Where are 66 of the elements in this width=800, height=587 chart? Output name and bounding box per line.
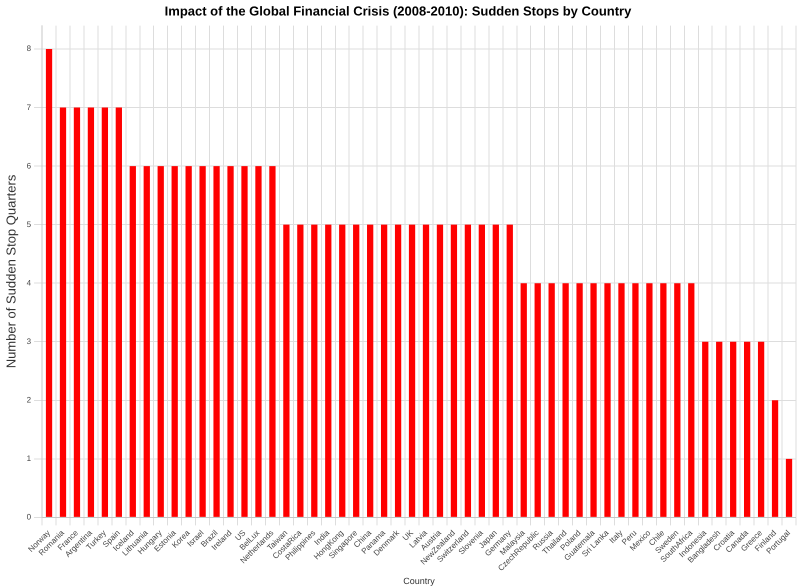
bar <box>325 224 332 517</box>
bar <box>618 283 625 517</box>
bar <box>450 224 458 517</box>
bar <box>548 283 555 517</box>
bar <box>744 342 750 517</box>
bar <box>186 166 192 517</box>
bar <box>478 224 485 517</box>
y-tick-label: 8 <box>26 44 32 54</box>
bar <box>213 166 220 517</box>
bar <box>130 166 136 517</box>
bar <box>199 166 206 517</box>
bar <box>241 166 248 517</box>
bar <box>255 166 262 517</box>
bar <box>339 224 346 517</box>
y-tick-label: 6 <box>26 161 32 170</box>
bar <box>394 224 402 517</box>
bar <box>367 224 374 517</box>
bar <box>464 224 472 517</box>
bar <box>144 166 150 517</box>
y-tick-label: 1 <box>26 454 32 464</box>
bar <box>88 108 94 517</box>
bar <box>311 224 318 517</box>
bar <box>660 283 666 517</box>
bar <box>758 342 764 517</box>
y-axis-title: Number of Sudden Stop Quarters <box>3 174 18 368</box>
bar <box>604 283 611 517</box>
bar <box>702 342 708 517</box>
bar <box>158 166 164 517</box>
bar <box>436 224 444 517</box>
bar <box>562 283 569 517</box>
bar <box>380 224 388 517</box>
bar <box>283 224 290 517</box>
bar <box>492 224 499 517</box>
bar <box>297 224 304 517</box>
bar <box>46 49 52 517</box>
bar <box>172 166 178 517</box>
y-tick-label: 4 <box>26 278 32 288</box>
bar <box>422 224 430 517</box>
y-tick-label: 0 <box>26 512 32 522</box>
x-axis-title: Country <box>403 576 436 586</box>
bar <box>576 283 583 517</box>
bar <box>227 166 234 517</box>
bar <box>716 342 722 517</box>
bar <box>353 224 360 517</box>
bar <box>116 108 122 517</box>
bar <box>506 224 513 517</box>
bar <box>534 283 541 517</box>
bar <box>269 166 276 517</box>
bar <box>520 283 527 517</box>
bar <box>772 400 778 517</box>
y-tick-label: 5 <box>26 220 32 229</box>
bar <box>674 283 680 517</box>
bar <box>590 283 597 517</box>
chart-title: Impact of the Global Financial Crisis (2008-2010): Sudden Stops by Country <box>164 3 632 18</box>
bar <box>408 224 416 517</box>
bar <box>60 108 66 517</box>
bar <box>786 458 792 517</box>
y-tick-label: 7 <box>26 102 32 112</box>
bar <box>74 108 80 517</box>
bar <box>102 108 108 517</box>
bar <box>646 283 653 517</box>
bar <box>730 342 736 517</box>
bar <box>688 283 694 517</box>
y-tick-label: 2 <box>26 395 32 404</box>
y-tick-label: 3 <box>26 336 32 346</box>
bar <box>632 283 639 517</box>
